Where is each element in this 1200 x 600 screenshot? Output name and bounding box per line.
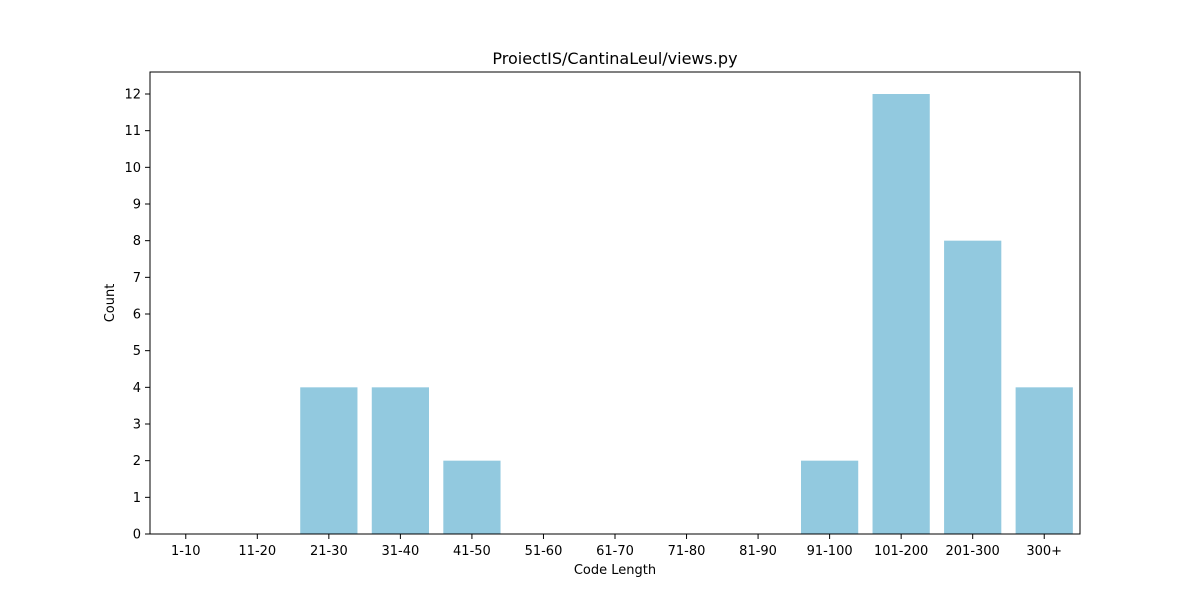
y-tick-label: 11 <box>124 124 141 139</box>
x-tick-label: 21-30 <box>310 544 348 559</box>
bar-201-300 <box>944 240 1002 534</box>
y-tick-label: 3 <box>133 418 141 433</box>
x-tick-label: 300+ <box>1026 544 1062 559</box>
x-tick-label: 81-90 <box>739 544 777 559</box>
y-tick-label: 2 <box>133 454 141 469</box>
y-tick-label: 0 <box>133 528 141 543</box>
x-tick-label: 41-50 <box>453 544 491 559</box>
x-tick-label: 51-60 <box>525 544 563 559</box>
plot-frame <box>149 71 1081 535</box>
x-axis: 1-10 11-20 21-30 31-40 41-50 51-60 61-70 71-80 8… <box>171 534 1062 559</box>
bar-31-40 <box>371 387 429 534</box>
x-tick-label: 1-10 <box>171 544 201 559</box>
y-tick-label: 8 <box>133 234 141 249</box>
y-tick-label: 12 <box>124 88 141 103</box>
y-axis-label: Count <box>103 284 118 323</box>
x-axis-label: Code Length <box>574 563 656 578</box>
x-tick-label: 71-80 <box>668 544 706 559</box>
bar-21-30 <box>300 387 358 534</box>
x-tick-label: 201-300 <box>946 544 1000 559</box>
x-tick-label: 91-100 <box>807 544 853 559</box>
y-tick-label: 10 <box>124 161 141 176</box>
bar-101-200 <box>872 94 930 534</box>
chart-title: ProiectIS/CantinaLeul/views.py <box>492 49 737 68</box>
bars-layer <box>300 94 1073 534</box>
bar-91-100 <box>801 460 859 534</box>
y-tick-label: 7 <box>133 271 141 286</box>
y-tick-label: 4 <box>133 381 141 396</box>
bar-41-50 <box>443 460 501 534</box>
y-tick-label: 6 <box>133 308 141 323</box>
x-tick-label: 11-20 <box>238 544 276 559</box>
x-tick-label: 101-200 <box>874 544 928 559</box>
y-tick-label: 9 <box>133 198 141 213</box>
y-tick-label: 1 <box>133 491 141 506</box>
x-tick-label: 31-40 <box>381 544 419 559</box>
y-tick-label: 5 <box>133 344 141 359</box>
x-tick-label: 61-70 <box>596 544 634 559</box>
bar-300+ <box>1015 387 1073 534</box>
